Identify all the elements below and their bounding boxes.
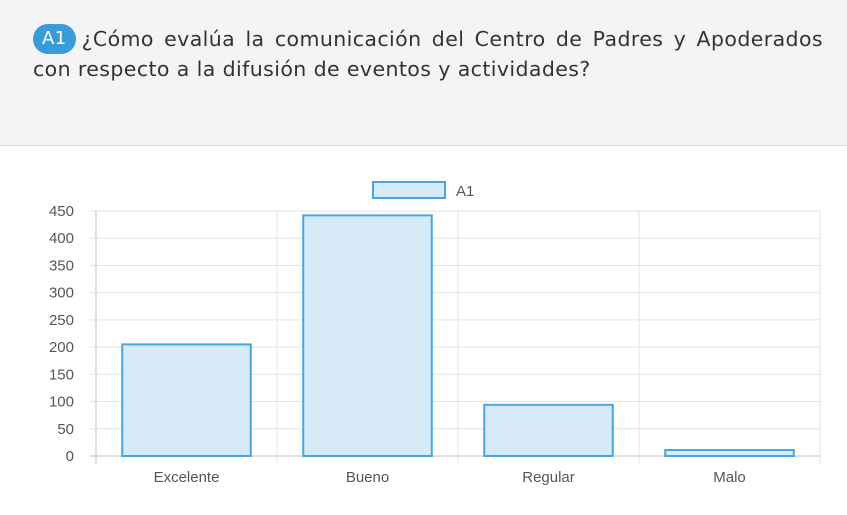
question-badge: A1 — [33, 24, 76, 54]
bar-bueno[interactable] — [302, 214, 433, 457]
bars — [121, 214, 795, 457]
y-tick-label: 400 — [49, 230, 74, 247]
y-tick-label: 150 — [49, 366, 74, 383]
y-tick-label: 100 — [49, 394, 74, 411]
y-tick-label: 350 — [49, 257, 74, 274]
bar-regular[interactable] — [483, 403, 614, 457]
x-tick-label: Malo — [713, 469, 746, 486]
y-tick-label: 50 — [57, 421, 74, 438]
y-axis-ticks: 0 50 100 150 200 250 300 350 400 450 — [49, 203, 74, 465]
y-tick-label: 0 — [66, 448, 74, 465]
x-axis-ticks: Excelente Bueno Regular Malo — [154, 469, 746, 486]
bar-chart: A1 0 50 100 150 200 250 300 350 400 450 Excelente… — [49, 181, 821, 486]
question-panel: A1 ¿Cómo evalúa la comunicación del Centr… — [0, 0, 847, 146]
y-tick-label: 450 — [49, 203, 74, 220]
y-tick-label: 300 — [49, 285, 74, 302]
legend-swatch — [372, 181, 446, 199]
question-text-block: A1 ¿Cómo evalúa la comunicación del Centr… — [33, 24, 823, 84]
chart-container: A1 0 50 100 150 200 250 300 350 400 450 Excelente… — [0, 170, 847, 511]
bar-malo[interactable] — [664, 449, 795, 457]
x-tick-label: Excelente — [154, 469, 220, 486]
legend-label: A1 — [456, 183, 474, 200]
x-tick-label: Bueno — [346, 469, 389, 486]
y-tick-label: 250 — [49, 312, 74, 329]
question-text: ¿Cómo evalúa la comunicación del Centro … — [33, 27, 823, 81]
bar-excelente[interactable] — [121, 343, 252, 457]
legend[interactable]: A1 — [372, 181, 474, 200]
x-tick-label: Regular — [522, 469, 575, 486]
y-tick-label: 200 — [49, 339, 74, 356]
